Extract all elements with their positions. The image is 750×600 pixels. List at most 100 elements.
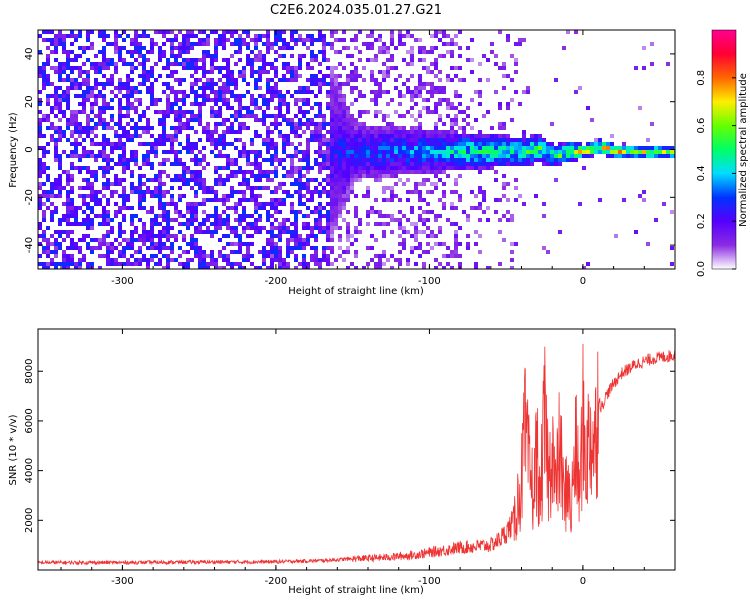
- spectrogram-cell: [86, 70, 90, 74]
- spectrogram-cell: [110, 250, 114, 254]
- spectrogram-cell: [178, 126, 182, 130]
- spectrogram-cell: [266, 50, 270, 54]
- spectrogram-cell: [418, 122, 422, 126]
- spectrogram-cell: [90, 62, 94, 66]
- spectrogram-cell: [134, 126, 138, 130]
- spectrogram-cell: [86, 218, 90, 222]
- spectrogram-cell: [238, 242, 242, 246]
- spectrogram-cell: [178, 106, 182, 110]
- spectrogram-cell: [482, 154, 486, 158]
- spectrogram-cell: [354, 226, 358, 230]
- spectrogram-cell: [162, 66, 166, 70]
- spectrogram-cell: [250, 262, 254, 266]
- spectrogram-cell: [130, 66, 134, 70]
- spectrogram-cell: [322, 258, 326, 262]
- spectrogram-cell: [418, 74, 422, 78]
- spectrogram-cell: [250, 214, 254, 218]
- spectrogram-cell: [334, 74, 338, 78]
- spectrogram-cell: [318, 230, 322, 234]
- spectrogram-cell: [398, 154, 402, 158]
- spectrogram-cell: [298, 62, 302, 66]
- spectrogram-cell: [422, 138, 426, 142]
- spectrogram-cell: [254, 134, 258, 138]
- spectrogram-cell: [230, 106, 234, 110]
- spectrogram-cell: [258, 78, 262, 82]
- spectrogram-cell: [322, 126, 326, 130]
- spectrogram-cell: [62, 70, 66, 74]
- spectrogram-cell: [622, 154, 626, 158]
- spectrogram-cell: [458, 126, 462, 130]
- spectrogram-cell: [150, 194, 154, 198]
- spectrogram-cell: [394, 162, 398, 166]
- spectrogram-cell: [414, 158, 418, 162]
- spectrogram-cell: [238, 150, 242, 154]
- spectrogram-cell: [670, 262, 674, 266]
- spectrogram-cell: [314, 82, 318, 86]
- spectrogram-cell: [390, 98, 394, 102]
- spectrogram-cell: [302, 122, 306, 126]
- spectrogram-cell: [186, 250, 190, 254]
- spectrogram-cell: [398, 262, 402, 266]
- spectrogram-cell: [234, 118, 238, 122]
- spectrogram-cell: [354, 174, 358, 178]
- spectrogram-cell: [70, 254, 74, 258]
- spectrogram-cell: [154, 242, 158, 246]
- spectrogram-cell: [350, 150, 354, 154]
- spectrogram-cell: [122, 198, 126, 202]
- spectrogram-cell: [94, 174, 98, 178]
- spectrogram-cell: [58, 86, 62, 90]
- figure-title: C2E6.2024.035.01.27.G21: [270, 3, 442, 18]
- spectrogram-cell: [42, 214, 46, 218]
- spectrogram-cell: [374, 110, 378, 114]
- spectrogram-cell: [142, 74, 146, 78]
- spectrogram-cell: [78, 206, 82, 210]
- spectrogram-cell: [342, 46, 346, 50]
- spectrogram-cell: [334, 114, 338, 118]
- spectrogram-cell: [378, 210, 382, 214]
- spectrogram-cell: [210, 110, 214, 114]
- spectrogram-cell: [214, 126, 218, 130]
- spectrogram-cell: [274, 246, 278, 250]
- spectrogram-cell: [334, 194, 338, 198]
- spectrogram-cell: [262, 174, 266, 178]
- spectrogram-cell: [330, 214, 334, 218]
- spectrogram-cell: [222, 122, 226, 126]
- spectrogram-cell: [178, 194, 182, 198]
- spectrogram-cell: [122, 94, 126, 98]
- spectrogram-cell: [522, 138, 526, 142]
- spectrogram-cell: [286, 118, 290, 122]
- spectrogram-cell: [102, 82, 106, 86]
- spectrogram-cell: [526, 154, 530, 158]
- spectrogram-cell: [318, 126, 322, 130]
- spectrogram-cell: [46, 266, 50, 269]
- spectrogram-cell: [250, 142, 254, 146]
- spectrogram-cell: [170, 198, 174, 202]
- spectrogram-cell: [418, 154, 422, 158]
- spectrogram-cell: [362, 78, 366, 82]
- spectrogram-cell: [222, 210, 226, 214]
- spectrogram-cell: [66, 54, 70, 58]
- spectrogram-cell: [350, 138, 354, 142]
- spectrogram-cell: [438, 142, 442, 146]
- spectrogram-cell: [382, 174, 386, 178]
- spectrogram-cell: [414, 102, 418, 106]
- spectrogram-cell: [474, 118, 478, 122]
- spectrogram-cell: [438, 146, 442, 150]
- spectrogram-cell: [306, 214, 310, 218]
- spectrogram-cell: [350, 190, 354, 194]
- spectrogram-cell: [282, 158, 286, 162]
- spectrogram-cell: [46, 114, 50, 118]
- spectrogram-cell: [186, 126, 190, 130]
- spectrogram-cell: [458, 166, 462, 170]
- spectrogram-cell: [186, 242, 190, 246]
- spectrogram-cell: [522, 154, 526, 158]
- spectrogram-cell: [290, 170, 294, 174]
- spectrogram-cell: [186, 38, 190, 42]
- spectrogram-cell: [366, 190, 370, 194]
- spectrogram-cell: [370, 174, 374, 178]
- spectrogram-cell: [394, 126, 398, 130]
- spectrogram-cell: [606, 154, 610, 158]
- spectrogram-cell: [494, 198, 498, 202]
- spectrogram-cell: [294, 178, 298, 182]
- spectrogram-cell: [366, 130, 370, 134]
